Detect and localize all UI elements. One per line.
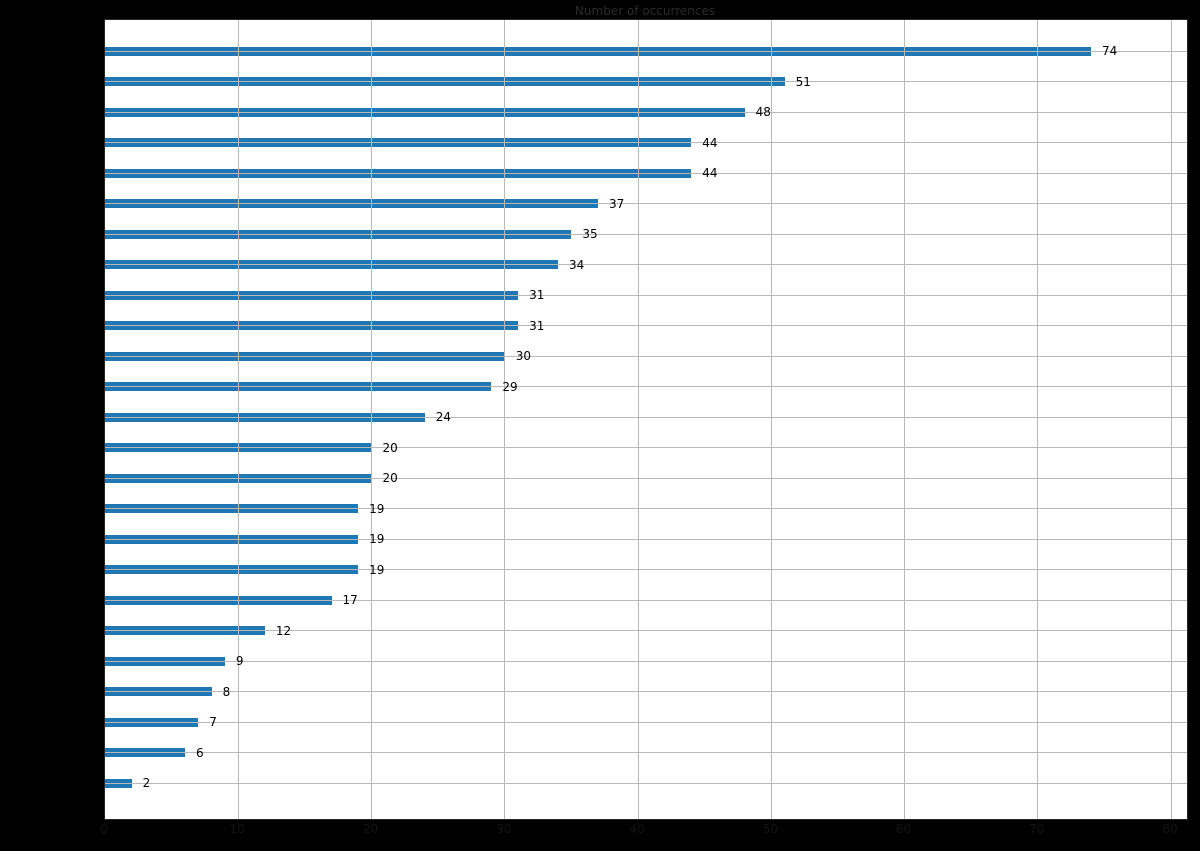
horizontal-gridline bbox=[105, 782, 1187, 784]
horizontal-gridline bbox=[105, 447, 1187, 448]
bar-value-label: 20 bbox=[382, 440, 398, 455]
horizontal-gridline bbox=[105, 599, 1187, 601]
vertical-gridline bbox=[1037, 20, 1039, 819]
x-tick-label: 50 bbox=[762, 822, 778, 836]
bar-value-label: 17 bbox=[342, 593, 358, 607]
x-tick-label: 60 bbox=[895, 822, 912, 836]
bar-value-label: 34 bbox=[569, 257, 585, 272]
horizontal-gridline bbox=[105, 355, 1187, 357]
bar-value-label: 9 bbox=[235, 654, 244, 668]
horizontal-gridline bbox=[105, 264, 1187, 265]
horizontal-gridline bbox=[105, 691, 1187, 692]
bar-value-label: 19 bbox=[369, 501, 385, 516]
bar-value-label: 29 bbox=[502, 379, 518, 394]
horizontal-gridline bbox=[105, 50, 1187, 52]
bar-value-label: 6 bbox=[195, 745, 204, 760]
horizontal-gridline bbox=[105, 111, 1187, 113]
bar-value-label: 31 bbox=[529, 318, 545, 333]
vertical-gridline bbox=[637, 20, 639, 819]
bar-value-label: 24 bbox=[435, 410, 452, 424]
horizontal-gridline bbox=[105, 477, 1187, 479]
bar-value-label: 31 bbox=[529, 288, 545, 302]
bar-value-label: 8 bbox=[222, 684, 231, 699]
horizontal-gridline bbox=[105, 203, 1187, 204]
bar-value-label: 2 bbox=[142, 776, 151, 790]
horizontal-gridline bbox=[105, 81, 1187, 82]
horizontal-gridline bbox=[105, 233, 1187, 235]
bar-value-label: 35 bbox=[582, 227, 598, 241]
vertical-gridline bbox=[770, 20, 772, 819]
chart-title: Number of occurrences bbox=[574, 4, 716, 18]
bar-value-label: 48 bbox=[755, 105, 771, 119]
vertical-gridline bbox=[904, 20, 905, 819]
horizontal-gridline bbox=[105, 172, 1187, 174]
x-tick-label: 40 bbox=[629, 822, 645, 836]
bar-value-label: 12 bbox=[275, 623, 292, 638]
bar-value-label: 7 bbox=[209, 715, 217, 729]
bar-value-label: 19 bbox=[369, 532, 385, 546]
x-tick-label: 0 bbox=[100, 822, 108, 836]
vertical-gridline bbox=[237, 20, 239, 819]
horizontal-gridline bbox=[105, 569, 1187, 570]
x-tick-label: 10 bbox=[229, 822, 245, 836]
vertical-gridline bbox=[504, 20, 506, 819]
horizontal-gridline bbox=[105, 538, 1187, 540]
bar-value-label: 44 bbox=[702, 135, 718, 150]
horizontal-gridline bbox=[105, 142, 1187, 143]
x-tick-label: 70 bbox=[1029, 822, 1045, 836]
bar-value-label: 20 bbox=[382, 471, 398, 485]
bar-value-label: 30 bbox=[515, 349, 532, 363]
horizontal-gridline bbox=[105, 294, 1187, 296]
vertical-gridline bbox=[1170, 20, 1172, 819]
bar-value-label: 51 bbox=[795, 74, 811, 89]
vertical-gridline bbox=[371, 20, 372, 819]
horizontal-gridline bbox=[105, 416, 1187, 418]
horizontal-gridline bbox=[105, 630, 1187, 631]
bar-value-label: 37 bbox=[609, 196, 625, 211]
horizontal-gridline bbox=[105, 660, 1187, 662]
bar-value-label: 19 bbox=[369, 562, 385, 577]
horizontal-gridline bbox=[105, 721, 1187, 723]
horizontal-gridline bbox=[105, 386, 1187, 387]
x-tick-label: 30 bbox=[496, 822, 512, 836]
bar-value-label: 74 bbox=[1102, 44, 1118, 58]
horizontal-gridline bbox=[105, 508, 1187, 509]
horizontal-gridline bbox=[105, 325, 1187, 326]
horizontal-gridline bbox=[105, 752, 1187, 753]
x-tick-label: 20 bbox=[362, 822, 379, 836]
bar-value-label: 44 bbox=[702, 166, 718, 180]
plot-area: 74 51 48 44 44 37 35 34 31 31 30 29 24 20 20 19 19 19 17 12… bbox=[104, 19, 1188, 820]
x-tick-label: 80 bbox=[1162, 822, 1178, 836]
